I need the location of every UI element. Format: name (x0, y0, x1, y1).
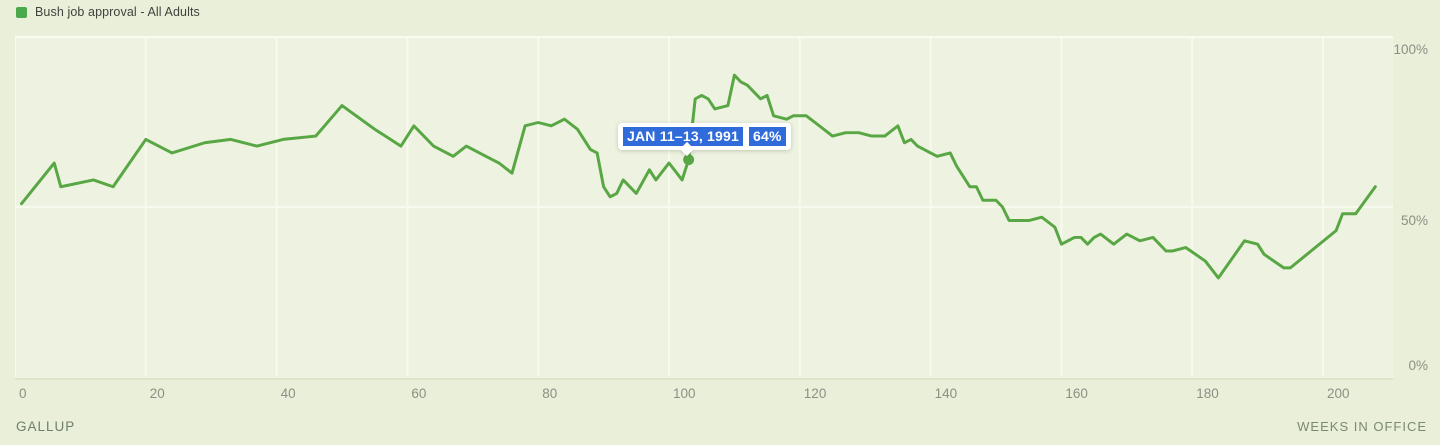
x-tick-label: 0 (19, 386, 27, 401)
y-tick-label: 50% (1400, 213, 1428, 228)
plot-area[interactable] (15, 36, 1393, 378)
x-tick-label: 60 (411, 386, 427, 401)
x-tick-label: 200 (1327, 386, 1350, 401)
x-tick-label: 40 (280, 386, 296, 401)
x-axis-title: WEEKS IN OFFICE (1297, 419, 1427, 434)
y-tick-label: 100% (1393, 42, 1428, 57)
x-tick-label: 80 (542, 386, 558, 401)
legend-label: Bush job approval - All Adults (35, 5, 200, 19)
x-tick-label: 20 (149, 386, 165, 401)
y-tick-label: 0% (1408, 358, 1428, 373)
source-label: GALLUP (16, 419, 76, 434)
x-tick-label: 140 (934, 386, 958, 401)
x-tick-label: 120 (803, 386, 827, 401)
legend-swatch-icon (16, 6, 27, 18)
approval-line-chart[interactable] (15, 38, 1393, 376)
approval-line[interactable] (20, 73, 1377, 280)
x-tick-label: 160 (1065, 386, 1088, 401)
tooltip-date: JAN 11–13, 1991 (623, 127, 743, 146)
x-tick-label: 180 (1196, 386, 1219, 401)
x-tick-label: 100 (673, 386, 696, 401)
legend-item[interactable]: Bush job approval - All Adults (16, 4, 200, 20)
tooltip: JAN 11–13, 1991 64% (618, 123, 791, 150)
highlighted-point-marker[interactable] (683, 154, 695, 166)
tooltip-value: 64% (748, 127, 786, 146)
